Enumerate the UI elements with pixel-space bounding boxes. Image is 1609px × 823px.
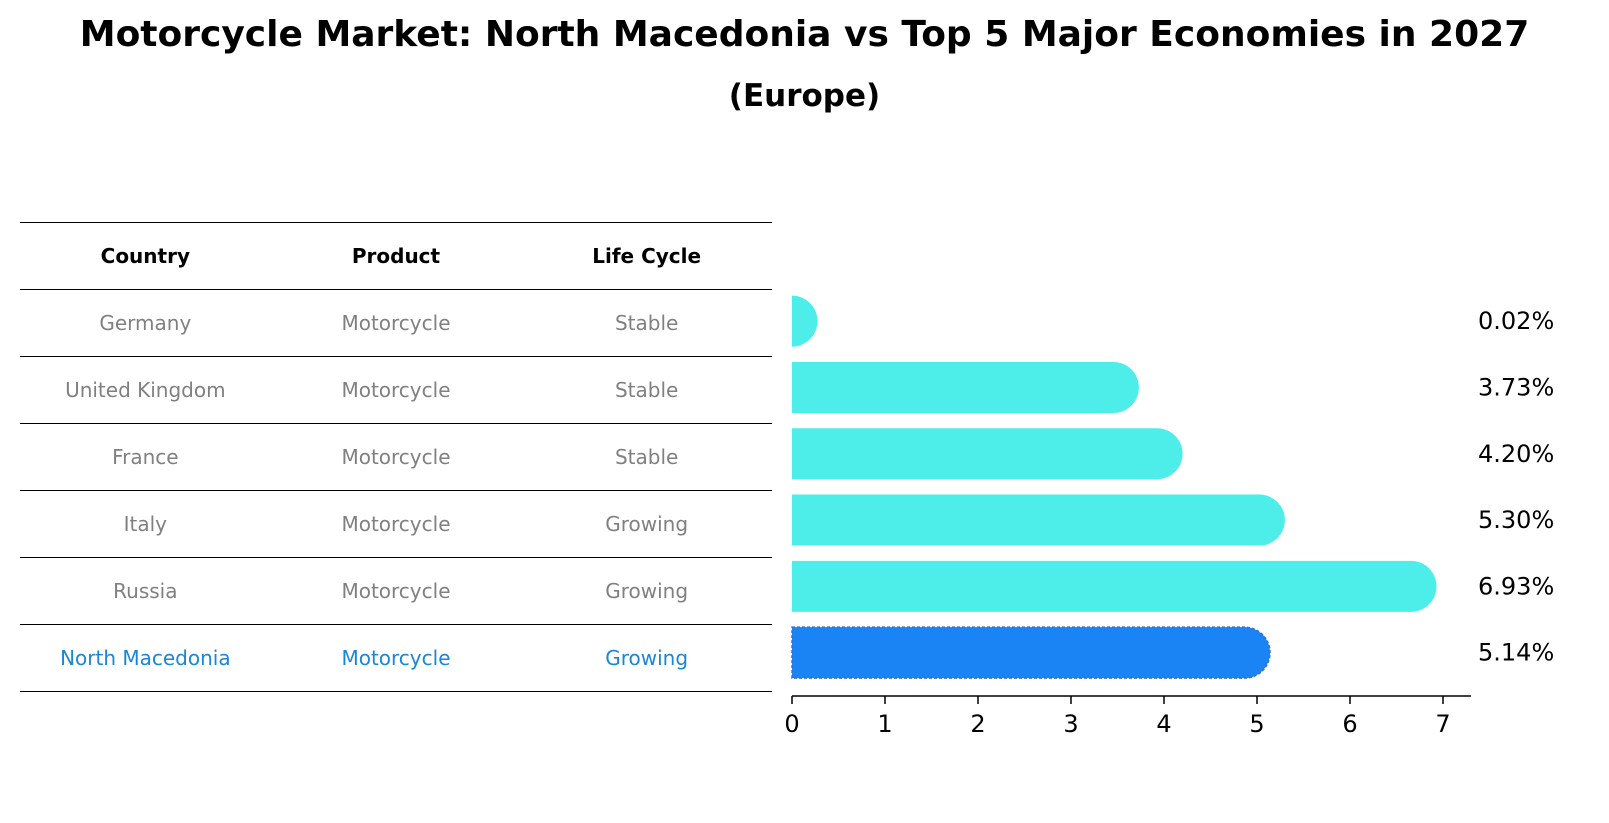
bar	[792, 428, 1183, 480]
bar-value-label: 6.93%	[1478, 572, 1554, 600]
x-tick-label: 3	[1063, 710, 1078, 738]
country-table: Country Product Life Cycle Germany Motor…	[20, 222, 772, 692]
cell-product: Motorcycle	[270, 490, 522, 558]
x-tick-label: 6	[1342, 710, 1357, 738]
bar-value-label: 3.73%	[1478, 373, 1554, 401]
cell-country: North Macedonia	[20, 624, 271, 692]
cell-product: Motorcycle	[270, 356, 522, 424]
bar-value-label: 0.02%	[1478, 307, 1554, 335]
bar-value-label: 4.20%	[1478, 440, 1554, 468]
table-row: Germany Motorcycle Stable	[20, 289, 772, 357]
cell-life-cycle: Growing	[521, 624, 772, 692]
cell-country: Germany	[20, 289, 271, 357]
bar	[792, 494, 1285, 546]
cell-product: Motorcycle	[270, 423, 522, 491]
cell-country: France	[20, 423, 271, 491]
cell-life-cycle: Growing	[521, 490, 772, 558]
cell-life-cycle: Stable	[521, 423, 772, 491]
chart-title: Motorcycle Market: North Macedonia vs To…	[79, 14, 1530, 55]
cell-product: Motorcycle	[270, 624, 522, 692]
cell-country: Russia	[20, 557, 271, 625]
x-tick-label: 7	[1435, 710, 1450, 738]
cell-product: Motorcycle	[270, 289, 522, 357]
bar	[791, 626, 1271, 679]
cell-country: Italy	[20, 490, 271, 558]
bar	[792, 361, 1139, 413]
header-product: Product	[270, 222, 522, 290]
x-tick-label: 1	[877, 710, 892, 738]
header-country: Country	[20, 222, 271, 290]
bar	[792, 560, 1437, 612]
bar	[792, 295, 818, 347]
table-row: France Motorcycle Stable	[20, 423, 772, 491]
cell-product: Motorcycle	[270, 557, 522, 625]
cell-country: United Kingdom	[20, 356, 271, 424]
x-tick-label: 4	[1156, 710, 1171, 738]
table-row: Russia Motorcycle Growing	[20, 557, 772, 625]
table-row: Italy Motorcycle Growing	[20, 490, 772, 558]
table-row-highlight: North Macedonia Motorcycle Growing	[20, 624, 772, 692]
x-tick-label: 2	[970, 710, 985, 738]
header-life-cycle: Life Cycle	[521, 222, 772, 290]
bar-value-label: 5.30%	[1478, 506, 1554, 534]
bar-value-label: 5.14%	[1478, 639, 1554, 667]
cell-life-cycle: Growing	[521, 557, 772, 625]
x-tick-label: 0	[784, 710, 799, 738]
x-tick-label: 5	[1249, 710, 1264, 738]
cell-life-cycle: Stable	[521, 289, 772, 357]
table-row: United Kingdom Motorcycle Stable	[20, 356, 772, 424]
table-header-row: Country Product Life Cycle	[20, 222, 772, 290]
chart-subtitle: (Europe)	[728, 78, 881, 114]
